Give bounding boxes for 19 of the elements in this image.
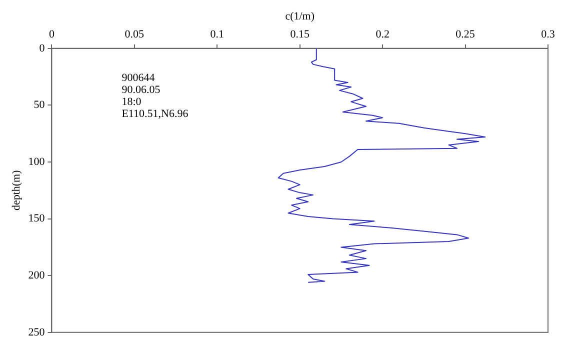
x-tick-label: 0.1 — [210, 28, 224, 41]
x-tick-label: 0 — [48, 28, 55, 41]
annotation: 18:0 — [122, 96, 142, 108]
annotation: 900644 — [122, 72, 156, 84]
x-tick-label: 0.25 — [456, 28, 476, 41]
x-tick-label: 0.3 — [541, 28, 556, 41]
x-tick-label: 0.05 — [124, 28, 145, 41]
annotation: 90.06.05 — [122, 84, 161, 96]
x-tick-label: 0.15 — [290, 28, 310, 41]
x-axis-title: c(1/m) — [285, 10, 315, 22]
y-tick-label: 150 — [28, 212, 46, 225]
y-tick-label: 50 — [34, 99, 46, 112]
y-tick-label: 200 — [28, 269, 46, 282]
y-axis-title: depth(m) — [10, 170, 22, 211]
y-tick-label: 0 — [39, 42, 46, 54]
x-tick-label: 0.2 — [376, 28, 390, 41]
y-tick-label: 250 — [28, 326, 46, 338]
y-tick-label: 100 — [28, 156, 46, 168]
annotation: E110.51,N6.96 — [122, 108, 189, 120]
